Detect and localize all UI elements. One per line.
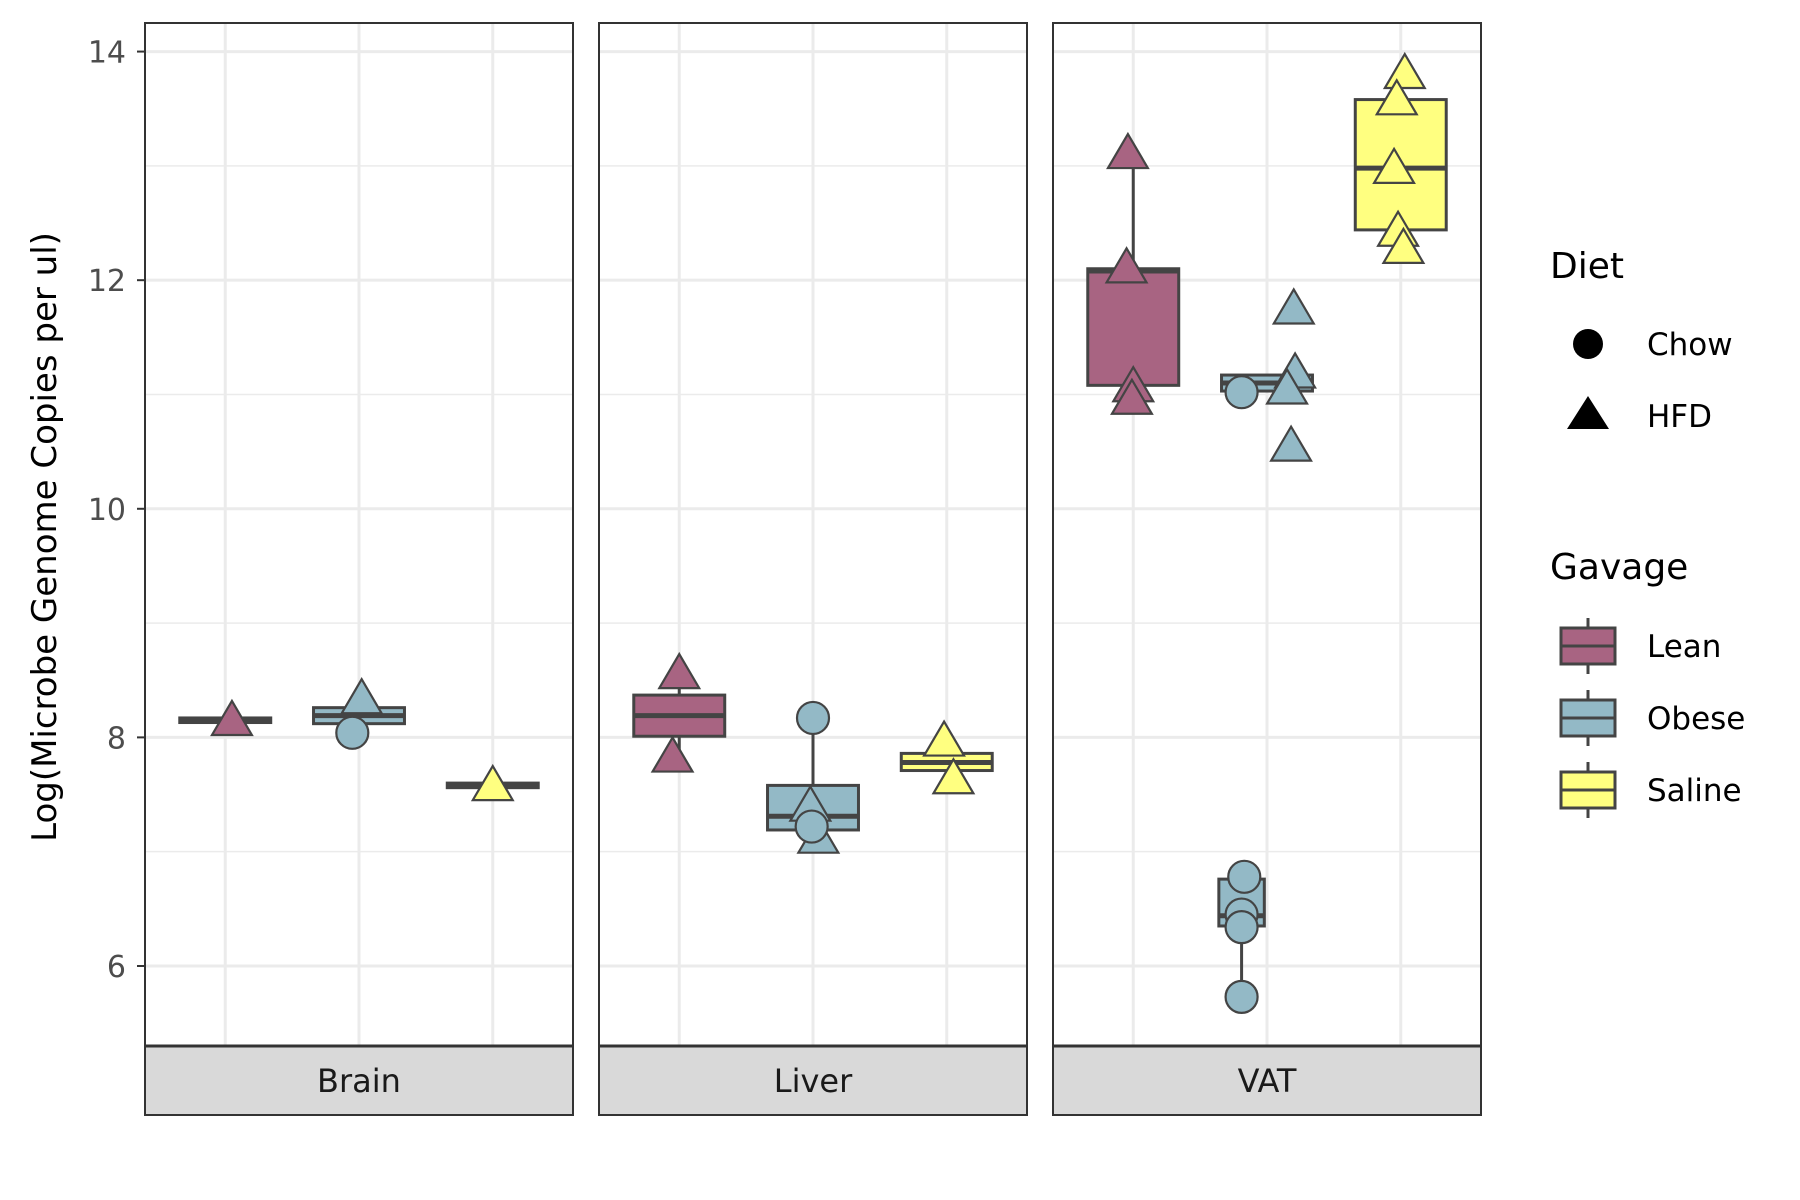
data-point-hfd (1269, 424, 1313, 462)
y-tick-label: 6 (107, 950, 126, 985)
data-point-hfd (650, 735, 695, 773)
data-point-chow (1224, 979, 1259, 1014)
legend-title-gavage: Gavage (1550, 547, 1688, 588)
panel-brain: Brain (144, 22, 574, 1116)
panel-liver: Liver (598, 22, 1028, 1116)
legend: Diet Gavage Chow HFD Lean Obese Saline (1550, 246, 1745, 818)
y-tick-label: 14 (88, 36, 126, 71)
strip-background (144, 1045, 574, 1116)
y-tick-label: 10 (88, 493, 126, 528)
data-point-hfd (470, 763, 515, 802)
data-point-chow (335, 715, 370, 750)
data-point-chow (1224, 910, 1259, 945)
data-point-chow (795, 700, 831, 736)
data-point-hfd (931, 757, 976, 795)
data-point-hfd (1382, 51, 1427, 90)
strip-label: Brain (317, 1062, 401, 1100)
data-point-chow (794, 809, 829, 844)
data-point-chow (1224, 375, 1259, 410)
data-point-hfd (1106, 131, 1150, 170)
data-point-hfd (339, 677, 384, 715)
data-point-hfd (210, 698, 254, 737)
data-point-hfd (1104, 246, 1149, 284)
y-axis-label: Log(Microbe Genome Copies per ul) (25, 232, 65, 842)
legend-key-chow (1573, 329, 1603, 359)
data-point-hfd (1271, 287, 1316, 325)
data-point-hfd (1265, 367, 1309, 405)
y-tick-label: 12 (88, 264, 126, 299)
panel-vat: VAT (1052, 22, 1482, 1116)
data-point-hfd (1374, 78, 1419, 116)
strip-label: Liver (774, 1062, 853, 1100)
data-point-hfd (1110, 377, 1154, 415)
y-tick-label: 8 (107, 721, 126, 756)
strip-label: VAT (1238, 1062, 1297, 1100)
legend-label-saline: Saline (1647, 773, 1742, 809)
data-point-hfd (657, 651, 702, 690)
facet-panels: Brain Liver VAT (144, 22, 1482, 1116)
legend-label-chow: Chow (1647, 327, 1733, 363)
y-axis-ticks: 6 8 10 12 14 (88, 36, 145, 985)
legend-label-hfd: HFD (1647, 399, 1712, 435)
data-point-hfd (1372, 146, 1416, 184)
legend-label-obese: Obese (1647, 701, 1745, 737)
legend-title-diet: Diet (1550, 246, 1624, 287)
data-point-chow (1227, 859, 1262, 894)
legend-key-hfd (1567, 396, 1609, 429)
strip-background (1052, 1045, 1482, 1116)
data-point-hfd (1381, 226, 1426, 265)
legend-label-lean: Lean (1647, 629, 1721, 665)
data-point-hfd (922, 719, 966, 757)
